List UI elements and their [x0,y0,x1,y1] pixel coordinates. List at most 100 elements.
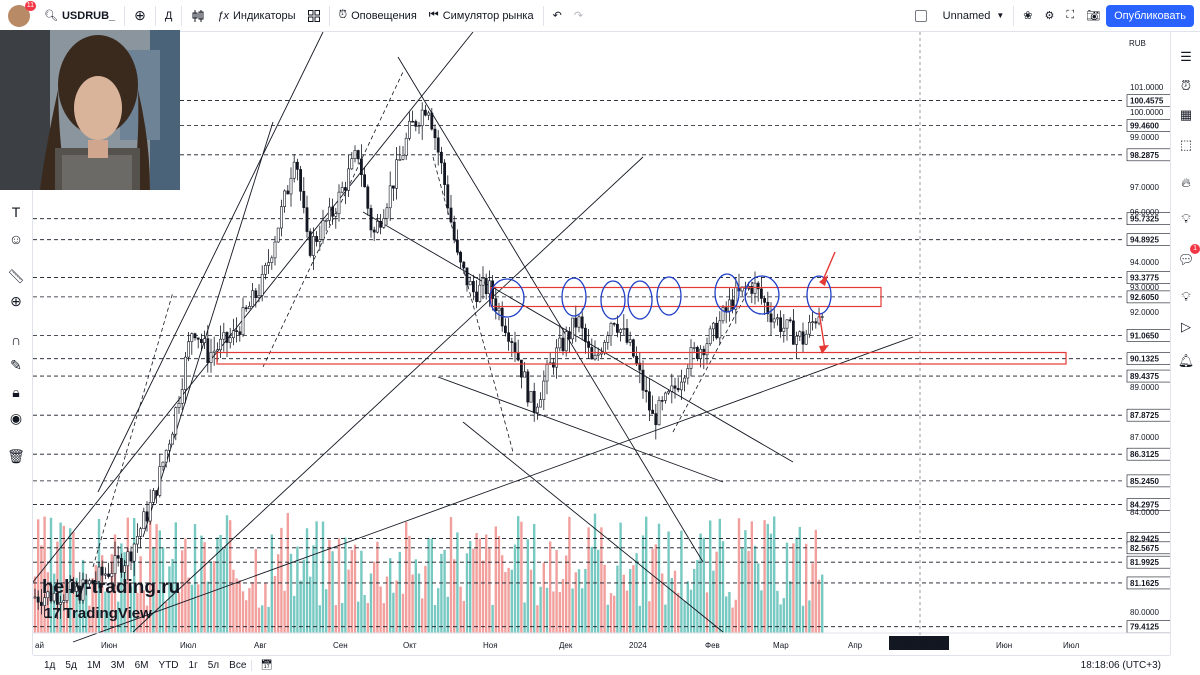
volume-bar [318,605,321,633]
replay-button[interactable]: ⏮︎ Симулятор рынка [423,0,540,32]
volume-bar [283,590,286,633]
user-avatar[interactable]: 11 [8,0,36,27]
snapshot-button[interactable]: 📷︎ [1080,0,1106,32]
zoom-in-icon[interactable]: ⊕ [10,292,22,309]
volume-bar [369,573,373,633]
flame-icon[interactable]: 🔥︎ [1181,175,1191,190]
level-label: 87.8725 [1130,411,1159,420]
volume-bar [385,576,389,633]
ideas-icon[interactable]: 💡︎ [1181,289,1191,304]
chart-pane[interactable]: 100.4575 99.4600 98.2875 95.7325 94.8925 93.3… [32,31,1172,655]
volume-bar [593,513,597,633]
smiley-icon[interactable]: ☺ [8,231,24,247]
level-label: 85.2450 [1130,477,1159,486]
grid-icon [307,9,320,22]
ruler-icon[interactable]: 📏︎ [7,267,25,284]
range-6m[interactable]: 6М [134,660,149,671]
candle-body [731,299,735,310]
publish-button[interactable]: Опубликовать [1106,4,1194,27]
candle-body [439,151,443,164]
redo-button[interactable]: ↷ [568,0,589,32]
candle-body [807,321,811,335]
candle-body [417,125,421,128]
layout-checkbox[interactable] [914,9,927,22]
candle-body [289,177,293,195]
symbol-search[interactable]: 🔍︎ USDRUB_ [38,0,121,32]
volume-bar [299,580,302,633]
level-label: 95.7325 [1130,215,1159,224]
chat-icon[interactable]: 💬︎ 1 [1176,244,1200,270]
text-tool-icon[interactable]: T [11,204,21,220]
bell-icon[interactable]: 🔔︎ [1177,353,1195,368]
layout-menu[interactable]: Unnamed ▼ [937,0,1011,32]
volume-bar [814,529,817,633]
alarm-clock-icon[interactable]: ⏰︎ [1180,78,1192,93]
candle-body [107,573,111,577]
candle-body [158,466,162,496]
undo-button[interactable]: ↶ [547,0,568,32]
volume-bar [504,572,507,633]
templates-button[interactable] [302,0,326,32]
play-icon[interactable]: ▷ [1181,319,1191,334]
volume-bar [795,537,798,633]
volume-bar [392,592,395,633]
range-ytd[interactable]: YTD [158,660,179,671]
cursor-date-box [889,636,949,650]
watchlist-icon[interactable]: ☰ [1180,49,1192,64]
time-axis[interactable]: ай Июн Июл Авг Сен Окт Ноя Дек 2024 Фев Мар Апр Июн И… [33,632,1170,650]
lightbulb-icon[interactable]: 💡︎ [1181,211,1191,226]
eye-icon[interactable]: ◉ [9,409,23,426]
tradingview-watermark: 17 TradingView [44,605,152,622]
range-5d[interactable]: 5д [65,660,77,671]
candle-body [62,600,66,603]
candle-body [705,343,709,356]
volume-bar [440,553,443,633]
candle-body [280,206,283,229]
volume-bar [785,542,789,633]
candle-body [574,317,578,328]
range-all[interactable]: Все [229,660,247,671]
level-label: 99.4600 [1130,122,1159,131]
calendar-icon[interactable]: ▦ [1179,107,1193,122]
price-chart[interactable]: 100.4575 99.4600 98.2875 95.7325 94.8925 93.3… [32,31,1172,655]
range-1y[interactable]: 1г [188,660,198,671]
candle-body [222,332,226,340]
lock-icon[interactable]: 🔒︎ [12,383,20,400]
interval-button[interactable]: Д [164,9,173,22]
candle-body [615,323,619,333]
volume-bar [613,595,616,633]
pencil-lock-icon[interactable]: ✎ [10,356,22,373]
price-axis[interactable]: 100.4575 99.4600 98.2875 95.7325 94.8925 93.3… [1126,39,1172,633]
zone-rect [216,351,1067,365]
volume-bar [725,596,728,633]
quick-search-button[interactable]: ❀ [1017,0,1038,32]
candle-body [334,213,338,217]
compare-button[interactable]: ⊕ [128,0,152,32]
volume-bar [648,601,651,633]
candle-body [113,555,117,574]
magnet-icon[interactable]: ∩ [10,332,22,348]
fullscreen-button[interactable]: ⛶ [1060,0,1080,32]
range-1m[interactable]: 1М [86,660,101,671]
candle-body [283,190,287,207]
trend-line [97,31,324,493]
candle-body [555,347,559,368]
indicators-button[interactable]: ƒx Индикаторы [211,0,301,32]
range-5y[interactable]: 5л [207,660,220,671]
price-tick: 94.0000 [1130,258,1159,267]
level-label: 79.4125 [1130,623,1159,632]
range-3m[interactable]: 3М [110,660,125,671]
layers-icon[interactable]: ⬚ [1179,137,1193,152]
candle-body [423,109,427,116]
candle-body [110,573,114,577]
trash-icon[interactable]: 🗑︎ [7,447,25,464]
volume-bar [462,601,465,633]
range-1d[interactable]: 1д [44,660,56,671]
settings-button[interactable]: ⚙ [1039,0,1061,32]
chart-type-button[interactable] [185,0,211,32]
cursor-date-label: пн 29 Апр '24 [893,639,942,648]
trend-line [397,56,704,563]
goto-date-icon[interactable]: 📅︎ [251,660,278,671]
clock[interactable]: 18:18:06 (UTC+3) [1080,660,1161,671]
alerts-button[interactable]: ⏰︎ Оповещения [333,0,423,32]
